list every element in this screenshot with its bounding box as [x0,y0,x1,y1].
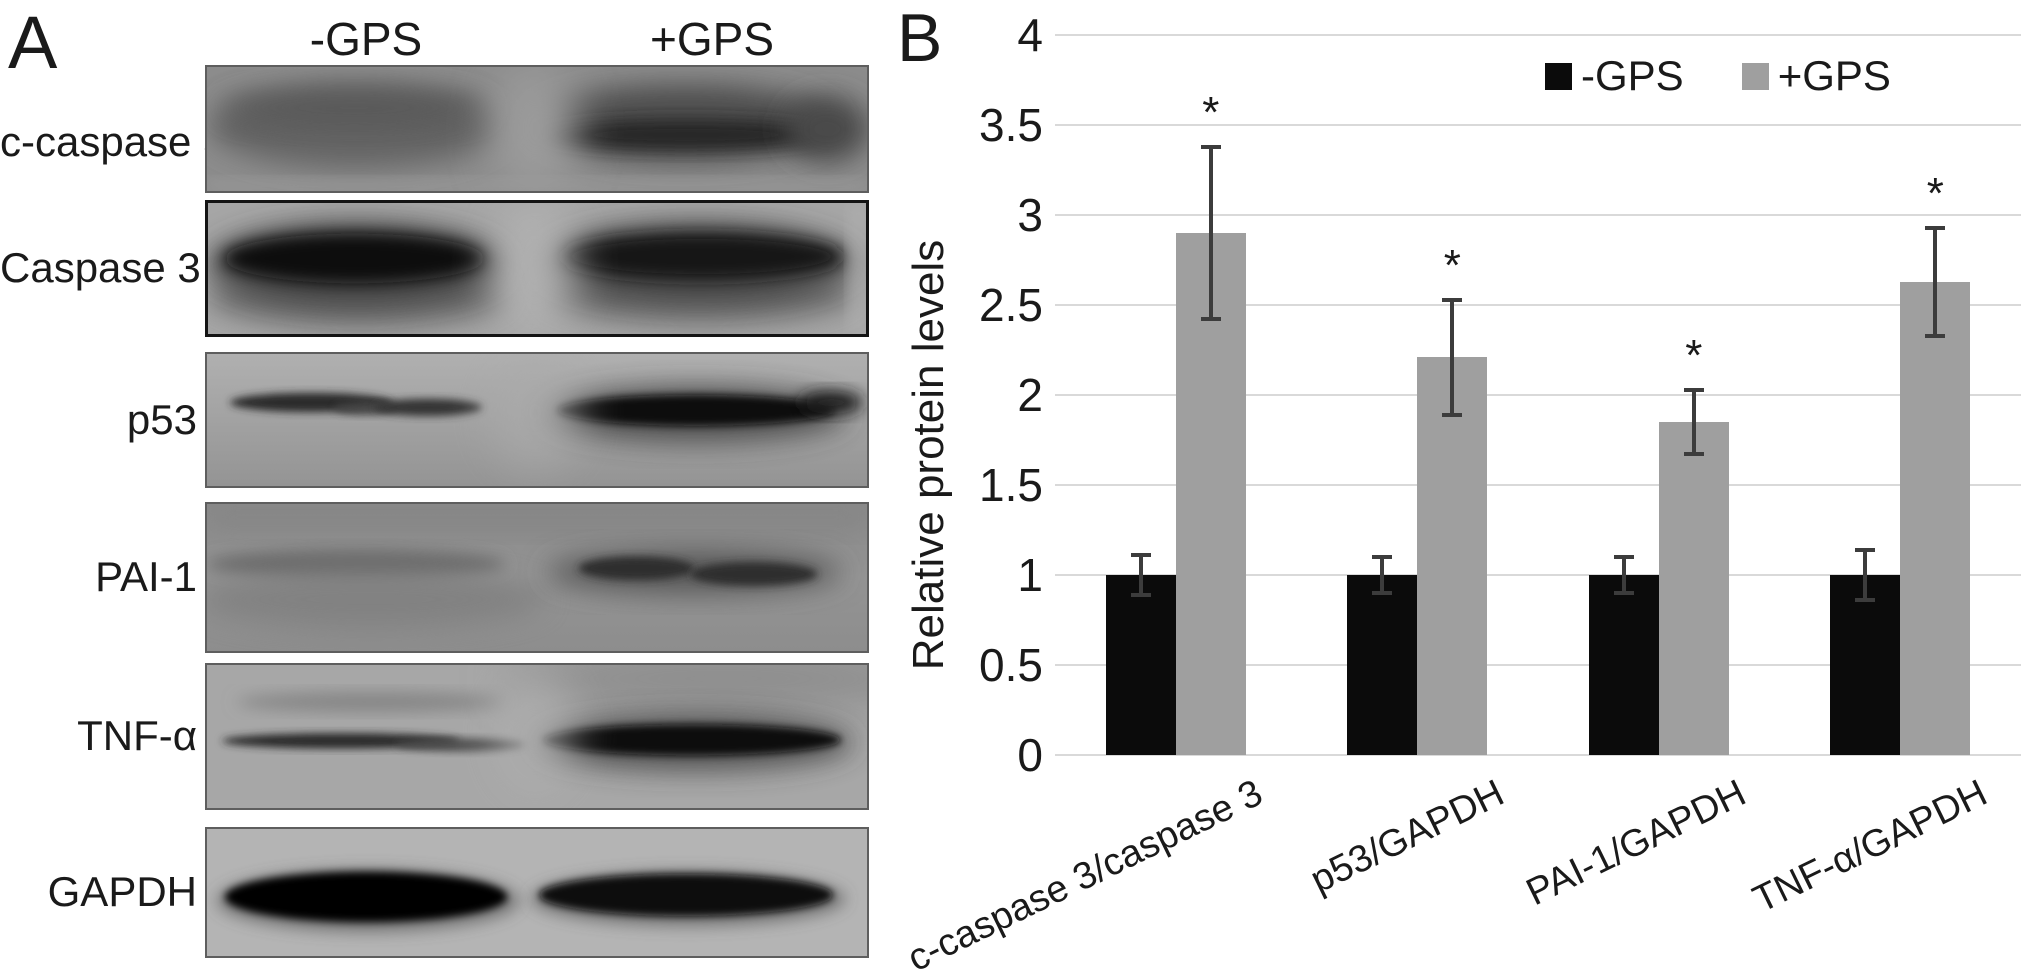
error-bar-cap [1855,547,1876,552]
error-bar-cap [1613,591,1634,595]
error-bar-cap [1442,297,1463,302]
gridline [1055,304,2021,306]
error-bar [1933,227,1938,336]
error-bar-cap [1683,387,1704,392]
blot-label-p53: p53 [126,396,197,443]
gridline [1055,574,2021,576]
error-bar-cap [1683,452,1704,457]
error-bar-cap [1855,598,1876,603]
error-bar-cap [1200,317,1221,322]
blot-image-p53 [205,352,869,488]
gridline [1055,394,2021,396]
y-tick-label: 0.5 [979,639,1043,691]
error-bar-cap [1925,225,1946,230]
y-tick-label: 1.5 [979,459,1043,511]
y-tick-label: 1 [1017,549,1043,601]
error-bar [1691,389,1696,455]
y-tick-label: 4 [1017,9,1043,61]
error-bar-cap [1130,553,1151,558]
legend-item-minus-gps: -GPS [1545,52,1684,100]
legend-label-plus-gps: +GPS [1777,52,1891,99]
bar-minus-gps [1347,575,1418,755]
error-bar-cap [1372,555,1393,559]
error-bar [1208,146,1213,320]
x-category-label: p53/GAPDH [1304,772,1511,902]
y-tick-label: 3.5 [979,99,1043,151]
bar-minus-gps [1830,575,1901,755]
blot-label-pai-1: PAI-1 [95,553,197,600]
blot-image-c-caspase-3 [205,65,869,193]
bar-plus-gps [1900,281,1971,755]
significance-asterisk: * [1443,240,1461,290]
blot-image-pai-1 [205,502,869,653]
legend-item-plus-gps: +GPS [1741,52,1891,100]
error-bar-cap [1442,412,1463,417]
gridline [1055,754,2021,756]
y-tick-label: 2 [1017,369,1043,421]
blot-image-tnf-alpha [205,663,869,810]
chart-plot-area: -GPS +GPS 0 0.5 1 1.5 2 2.5 3 3.5 4 * * * * [979,9,2021,781]
significance-asterisk: * [1685,330,1703,380]
blot-image-gapdh [205,827,869,958]
y-tick-label: 0 [1017,729,1043,781]
gridline [1055,484,2021,486]
column-header-plus-gps: +GPS [649,13,775,65]
significance-asterisk: * [1926,168,1944,218]
gridline [1055,124,2021,126]
column-header-minus-gps: -GPS [309,13,423,65]
gridline [1055,214,2021,216]
legend-swatch-minus-gps [1545,62,1572,90]
error-bar-cap [1925,333,1946,338]
y-tick-label: 2.5 [979,279,1043,331]
error-bar [1138,555,1143,595]
blot-image-caspase-3 [205,200,869,337]
blot-label-gapdh: GAPDH [47,868,197,915]
gridline [1055,34,2021,36]
error-bar-cap [1130,592,1151,597]
error-bar-cap [1372,591,1393,595]
panel-a-letter: A [8,1,58,84]
blot-label-caspase-3: Caspase 3 [0,244,201,291]
panel-b-letter: B [897,0,943,76]
error-bar [1380,557,1385,593]
error-bar [1621,557,1626,593]
x-category-label: TNF-α/GAPDH [1746,772,1994,922]
error-bar-cap [1613,555,1634,559]
blot-label-tnf-alpha: TNF-α [77,712,197,759]
legend-label-minus-gps: -GPS [1581,52,1684,99]
y-tick-label: 3 [1017,189,1043,241]
error-bar-cap [1200,144,1221,149]
bar-plus-gps [1658,422,1729,755]
bar-minus-gps [1105,575,1176,755]
blot-label-c-caspase-3: c-caspase 3 [0,118,227,165]
error-bar [1863,549,1868,601]
x-category-label: PAI-1/GAPDH [1519,772,1753,915]
chart-legend: -GPS +GPS [1545,52,1891,100]
significance-asterisk: * [1202,87,1220,137]
error-bar [1450,299,1455,415]
gridline [1055,664,2021,666]
bar-minus-gps [1588,575,1659,755]
bar-plus-gps [1417,357,1488,755]
legend-swatch-plus-gps [1741,62,1769,90]
